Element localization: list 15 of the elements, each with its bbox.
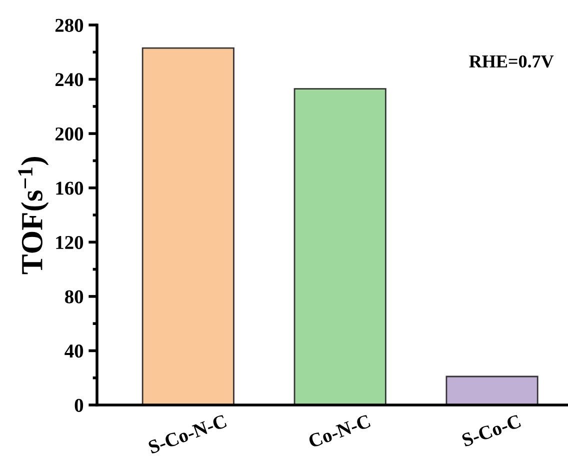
x-tick-label: S-Co-C bbox=[461, 414, 522, 447]
y-tick-label: 240 bbox=[55, 73, 84, 86]
y-tick-label: 280 bbox=[55, 18, 84, 32]
y-tick-label: 80 bbox=[65, 290, 84, 304]
y-axis-title: TOF(s$^{−1}$) bbox=[18, 157, 49, 274]
y-tick-label: 0 bbox=[74, 398, 84, 412]
bar bbox=[446, 376, 538, 405]
y-tick-label: 200 bbox=[55, 127, 84, 141]
y-tick-label: 40 bbox=[64, 344, 84, 358]
y-tick-label: 160 bbox=[56, 182, 84, 195]
bar bbox=[294, 88, 386, 405]
y-tick-label: 120 bbox=[56, 236, 84, 250]
annotation: RHE=0.7V bbox=[469, 55, 554, 68]
x-tick-label: Co-N-C bbox=[308, 414, 371, 448]
bar bbox=[142, 47, 234, 405]
